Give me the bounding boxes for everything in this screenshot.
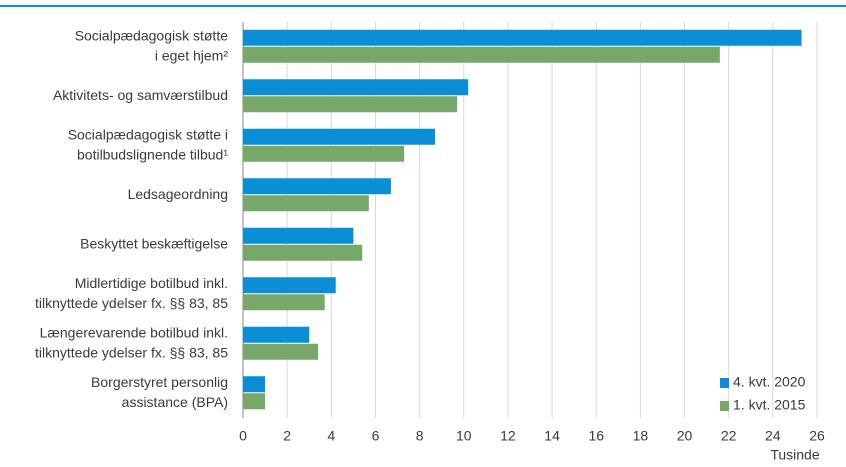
bar	[243, 376, 266, 393]
y-tick-label: Borgerstyret personlig	[91, 374, 228, 390]
bar	[243, 294, 325, 311]
legend-label: 4. kvt. 2020	[733, 374, 806, 390]
x-tick-label: 20	[677, 428, 693, 444]
bar	[243, 79, 469, 96]
bar	[243, 393, 266, 410]
x-tick-label: 14	[544, 428, 560, 444]
legend-marker	[720, 378, 729, 388]
bar	[243, 277, 336, 294]
bar	[243, 46, 720, 63]
x-tick-label: 26	[809, 428, 825, 444]
y-tick-label: tilknyttede ydelser fx. §§ 83, 85	[35, 295, 228, 311]
y-tick-label: Socialpædagogisk støtte i	[68, 126, 228, 142]
x-axis-label: Tusinde	[770, 447, 820, 463]
y-tick-label: Midlertidige botilbud inkl.	[75, 275, 228, 291]
y-tick-label: botilbudslignende tilbud¹	[77, 146, 228, 162]
bar	[243, 244, 363, 261]
x-tick-label: 10	[456, 428, 472, 444]
x-tick-label: 0	[239, 428, 247, 444]
y-tick-label: assistance (BPA)	[122, 394, 228, 410]
x-tick-label: 12	[500, 428, 516, 444]
y-tick-label: Beskyttet beskæftigelse	[80, 235, 228, 251]
bar	[243, 195, 369, 212]
bar	[243, 227, 354, 244]
legend-label: 1. kvt. 2015	[733, 397, 806, 413]
x-tick-label: 8	[416, 428, 424, 444]
y-tick-label: Aktivitets- og samværstilbud	[53, 87, 228, 103]
bar	[243, 178, 391, 195]
bar	[243, 145, 405, 162]
x-tick-label: 18	[633, 428, 649, 444]
x-tick-label: 2	[283, 428, 291, 444]
y-tick-label: tilknyttede ydelser fx. §§ 83, 85	[35, 344, 228, 360]
x-tick-label: 22	[721, 428, 737, 444]
y-tick-label: i eget hjem²	[155, 47, 228, 63]
bar	[243, 29, 802, 46]
y-tick-label: Socialpædagogisk støtte	[75, 27, 229, 43]
bar	[243, 326, 310, 343]
legend-marker	[720, 401, 729, 411]
x-tick-label: 24	[765, 428, 781, 444]
y-tick-label: Længerevarende botilbud inkl.	[40, 324, 228, 340]
bar	[243, 96, 458, 113]
x-tick-label: 6	[372, 428, 380, 444]
bar	[243, 343, 319, 360]
x-tick-label: 16	[588, 428, 604, 444]
y-tick-label: Ledsageordning	[128, 186, 228, 202]
bar	[243, 128, 436, 145]
x-tick-label: 4	[327, 428, 335, 444]
